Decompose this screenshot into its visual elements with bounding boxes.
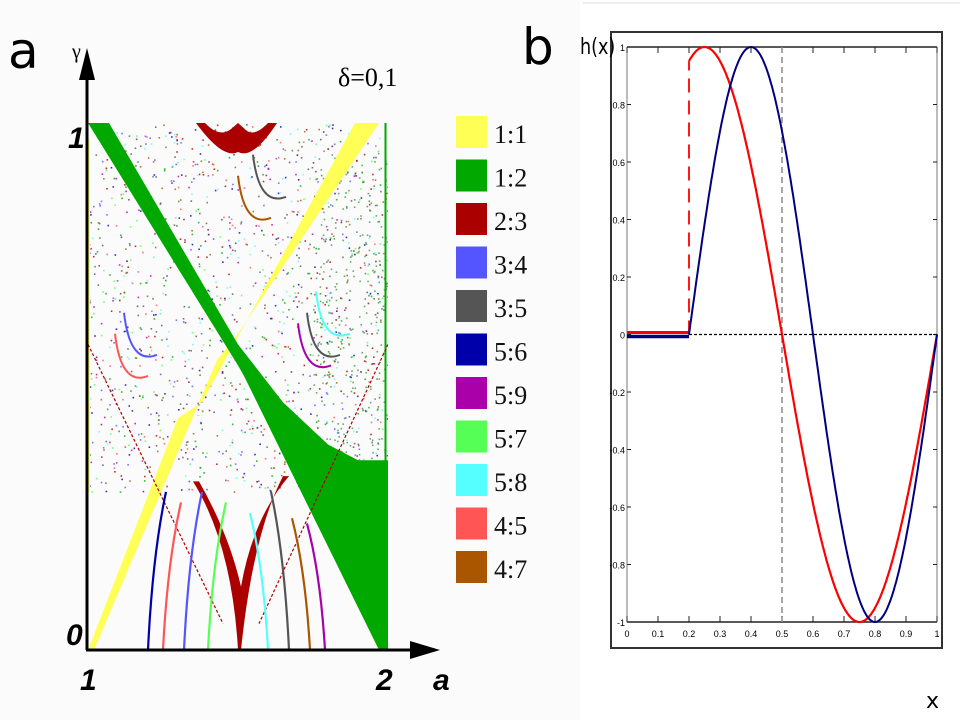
legend-item: 4:5 [456,507,527,541]
region-4-5-swirl [114,333,149,379]
region-1-2 [88,123,388,650]
legend-swatch [456,203,487,235]
y-tick-label-1: 1 [68,122,85,155]
region-4-5-arc [161,502,183,650]
panel-a-letter: a [8,22,39,80]
region-3-4-swirl [123,312,158,358]
region-5-9-swirl [297,323,332,368]
legend-label: 5:8 [494,468,527,497]
legend-swatch [456,290,487,322]
region-2-3-line-right [258,344,388,624]
region-3-5-arc [269,491,291,650]
legend-label: 1:1 [494,120,527,149]
legend-item: 4:7 [456,551,527,584]
legend-item: 5:6 [456,333,527,367]
noise-dots [88,123,388,493]
legend-swatch [456,507,487,540]
legend-label: 5:6 [494,338,527,367]
legend-label: 5:9 [494,381,527,410]
region-5-7-arc [206,502,228,650]
legend-item: 3:5 [456,290,527,323]
a-axis-arrow-icon [410,641,440,659]
panel-a-title: δ=0,1 [338,63,397,92]
region-1-1-edge [88,138,90,492]
legend-item: 5:8 [456,464,527,497]
region-5-9-arc [305,523,327,650]
legend-item: 2:3 [456,203,527,236]
legend-item: 1:2 [456,159,527,193]
region-5-6-arc [146,491,168,650]
x-tick-label-1: 1 [80,664,97,697]
region-5-8-swirl [315,291,350,337]
legend-item: 5:7 [456,420,527,454]
panel-a-chart: γ a 1 0 1 2 δ=0,1 1:1 1:2 2:3 3:4 3:5 5:6 5:9 5… [66,41,527,697]
legend-swatch [456,377,487,409]
region-3-5-swirl [252,154,287,200]
legend-label: 2:3 [494,207,527,236]
region-5-8-arc [248,512,270,650]
y-tick-label-0: 0 [66,619,83,652]
gamma-axis-arrow-icon [79,48,95,80]
a-axis-label: a [433,664,450,697]
gamma-axis-label: γ [71,41,81,63]
legend-swatch [456,464,487,496]
legend-item: 3:4 [456,246,527,280]
legend-swatch [456,246,487,279]
legend-swatch [456,551,487,583]
x-tick-label-2: 2 [375,664,393,697]
legend-label: 4:7 [494,555,527,584]
region-4-7-swirl [237,175,272,221]
legend-swatch [456,116,487,148]
region-2-3-bottom [193,476,289,650]
legend-swatch [456,333,487,366]
panel-b-letter: b [522,18,554,76]
region-1-2-edge [384,123,387,650]
legend-item: 1:1 [456,116,527,149]
region-2-3-top [196,123,277,154]
legend-label: 3:4 [494,251,527,280]
legend-swatch [456,159,487,192]
region-2-3-line-left [88,344,224,624]
legend-item: 5:9 [456,377,527,410]
panel-a-plot-area [88,123,388,650]
legend-label: 3:5 [494,294,527,323]
region-4-7-arc [290,517,312,650]
legend-label: 1:2 [494,164,527,193]
legend-label: 4:5 [494,512,527,541]
region-3-5-swirl [306,312,341,358]
legend-label: 5:7 [494,425,527,454]
legend: 1:1 1:2 2:3 3:4 3:5 5:6 5:9 5:7 5:8 4:5 4:7 [456,116,527,584]
panel-b-background [580,0,960,720]
legend-swatch [456,420,487,453]
region-3-4-arc [182,491,204,650]
